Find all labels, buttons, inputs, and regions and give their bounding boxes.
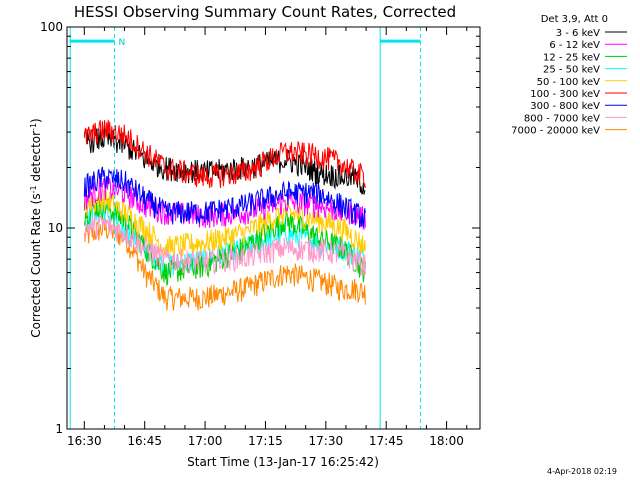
series-line [83, 166, 366, 228]
legend-label: 7000 - 20000 keV [511, 126, 600, 137]
y-axis-label-end: ) [29, 118, 43, 123]
x-axis-label: Start Time (13-Jan-17 16:25:42) [187, 455, 379, 469]
legend-label: 6 - 12 keV [549, 40, 600, 51]
legend-label: 50 - 100 keV [537, 77, 601, 88]
y-axis-label-main: Corrected Count Rate (s [29, 193, 43, 337]
legend-label: 12 - 25 keV [543, 52, 600, 63]
legend-label: 800 - 7000 keV [524, 113, 600, 124]
legend-label: 100 - 300 keV [530, 89, 600, 100]
series-line [83, 126, 366, 195]
night-bar-label: N [118, 38, 125, 48]
x-tick-label: 17:00 [188, 434, 223, 448]
legend-header: Det 3,9, Att 0 [541, 14, 608, 25]
x-tick-label: 17:45 [369, 434, 404, 448]
x-tick-label: 16:30 [67, 434, 102, 448]
x-tick-label: 18:00 [429, 434, 464, 448]
y-axis-label-sup1: -1 [29, 185, 38, 193]
y-tick-label: 10 [48, 221, 63, 235]
x-axis: 16:30 16:45 17:00 17:15 17:30 17:45 18:00 [67, 27, 468, 448]
y-tick-label: 1 [55, 422, 63, 436]
y-axis-label: Corrected Count Rate (s-1 detector-1) [29, 118, 43, 337]
series-line [83, 214, 366, 277]
y-axis-label-mid: detector [29, 131, 43, 186]
series-layer [83, 119, 366, 311]
x-tick-label: 17:15 [248, 434, 283, 448]
y-axis: 1 10 100 [40, 20, 480, 436]
y-axis-label-sup2: -1 [29, 123, 38, 131]
x-tick-label: 16:45 [127, 434, 162, 448]
series-line [83, 176, 366, 231]
chart-title: HESSI Observing Summary Count Rates, Cor… [74, 3, 456, 21]
legend-label: 3 - 6 keV [556, 28, 600, 39]
legend-label: 25 - 50 keV [543, 65, 600, 76]
y-tick-label: 100 [40, 20, 63, 34]
legend-label: 300 - 800 keV [530, 101, 600, 112]
footer-date: 4-Apr-2018 02:19 [547, 467, 617, 476]
series-line [83, 217, 366, 311]
x-tick-label: 17:30 [309, 434, 344, 448]
series-line [83, 119, 366, 189]
